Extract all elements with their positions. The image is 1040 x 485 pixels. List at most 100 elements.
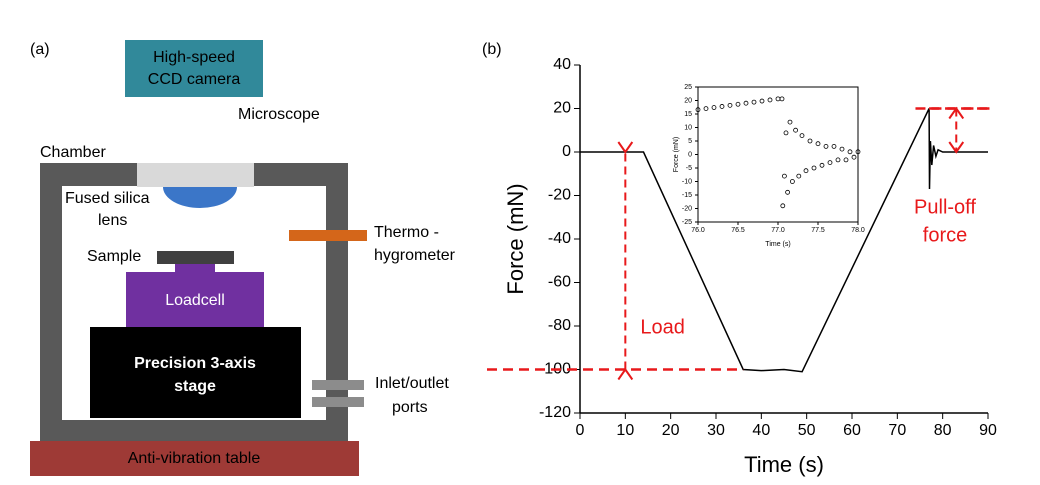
- y-tick-label: -60: [548, 274, 571, 291]
- x-axis-label: Time (s): [744, 452, 824, 477]
- point: [819, 162, 825, 168]
- y-tick-label: 15: [684, 111, 692, 118]
- port: [312, 380, 364, 390]
- ports-label: Inlet/outlet: [375, 375, 449, 392]
- camera: [125, 40, 263, 97]
- x-tick-label: 50: [798, 422, 816, 439]
- y-tick-label: 25: [684, 84, 692, 91]
- thermo-label: Thermo -: [374, 224, 439, 241]
- loadcell-label: Loadcell: [165, 292, 225, 309]
- point: [695, 107, 701, 113]
- lens-label: lens: [98, 212, 127, 229]
- lens-label: Fused silica: [65, 190, 150, 207]
- stage-label: stage: [174, 378, 216, 395]
- arrowhead: [617, 367, 634, 381]
- ports-label: ports: [392, 399, 428, 416]
- point: [839, 146, 845, 152]
- camera-label: High-speed: [153, 49, 235, 66]
- point: [790, 179, 795, 184]
- x-tick-label: 30: [707, 422, 725, 439]
- y-tick-label: -10: [682, 178, 692, 185]
- annotation: Load: [640, 316, 685, 338]
- plots: 40 20 0 -20 -40 -60 -80 -10 0 -120 0 10 20 30 40 50 60 70…: [487, 56, 997, 477]
- y-tick-label: -80: [548, 317, 571, 334]
- point: [799, 133, 805, 139]
- y-tick-label: -25: [682, 219, 692, 226]
- arrowhead: [617, 141, 634, 154]
- x-tick-label: 70: [888, 422, 906, 439]
- point: [767, 97, 773, 103]
- window: [137, 163, 254, 187]
- panel-label: (b): [482, 41, 502, 58]
- x-tick-label: 20: [662, 422, 680, 439]
- y-axis-label: Force (mN): [673, 137, 680, 172]
- x-tick-label: 76.0: [691, 227, 705, 234]
- x-tick-label: 40: [752, 422, 770, 439]
- y-tick-label: 40: [553, 56, 571, 73]
- point: [831, 143, 837, 149]
- y-tick-label: 5: [688, 138, 692, 145]
- y-tick-label: -15: [682, 192, 692, 199]
- point: [719, 104, 725, 109]
- x-tick-label: 77.0: [771, 227, 785, 234]
- port: [312, 397, 364, 407]
- loadcell-neck: [175, 264, 215, 273]
- point: [835, 157, 841, 163]
- x-tick-label: 78.0: [851, 227, 865, 234]
- point: [783, 130, 789, 136]
- point: [735, 101, 741, 107]
- panel-label: (a): [30, 41, 50, 58]
- point: [787, 119, 793, 125]
- x-tick-label: 10: [616, 422, 634, 439]
- x-tick-label: 0: [576, 422, 585, 439]
- y-tick-label: 0: [562, 143, 571, 160]
- point: [743, 100, 749, 106]
- point: [703, 106, 709, 111]
- thermo-hygrometer: [289, 230, 367, 241]
- point: [847, 149, 853, 155]
- x-tick-label: 80: [934, 422, 952, 439]
- point: [855, 149, 861, 155]
- point: [827, 160, 833, 166]
- y-tick-label: 20: [684, 97, 692, 104]
- thermo-label: hygrometer: [374, 247, 456, 264]
- point: [780, 203, 786, 209]
- table: [30, 441, 359, 476]
- annotation: force: [923, 224, 967, 246]
- inset-frame: [697, 86, 859, 223]
- camera-label: CCD camera: [148, 71, 241, 88]
- annotation: Pull-off: [914, 196, 976, 218]
- x-tick-label: 90: [979, 422, 997, 439]
- point: [782, 173, 787, 179]
- point: [727, 102, 733, 108]
- point: [811, 165, 817, 171]
- microscope-label: Microscope: [238, 106, 320, 123]
- sample: [157, 251, 234, 264]
- y-tick-label: -40: [548, 230, 571, 247]
- chamber-label: Chamber: [40, 144, 106, 161]
- table-label: Anti-vibration table: [128, 450, 261, 467]
- point: [779, 96, 785, 102]
- point: [751, 99, 757, 105]
- stage: [90, 327, 301, 418]
- arrowhead: [948, 141, 965, 154]
- sample-label: Sample: [87, 248, 141, 265]
- x-tick-label: 77.5: [811, 227, 825, 234]
- loadcell: [126, 272, 264, 328]
- point: [759, 98, 765, 104]
- point: [803, 168, 809, 174]
- y-tick-label: -120: [539, 404, 571, 421]
- y-tick-label: 20: [553, 100, 571, 117]
- point: [711, 105, 717, 110]
- y-tick-label: -20: [682, 205, 692, 212]
- point: [796, 173, 802, 179]
- stage-label: Precision 3-axis: [134, 355, 256, 372]
- x-tick-label: 60: [843, 422, 861, 439]
- x-axis-label: Time (s): [765, 241, 790, 248]
- x-tick-label: 76.5: [731, 227, 745, 234]
- point: [851, 154, 857, 160]
- y-tick-label: 10: [684, 124, 692, 131]
- y-axis-label: Force (mN): [503, 183, 528, 294]
- point: [785, 189, 790, 195]
- force-trace: [580, 108, 988, 373]
